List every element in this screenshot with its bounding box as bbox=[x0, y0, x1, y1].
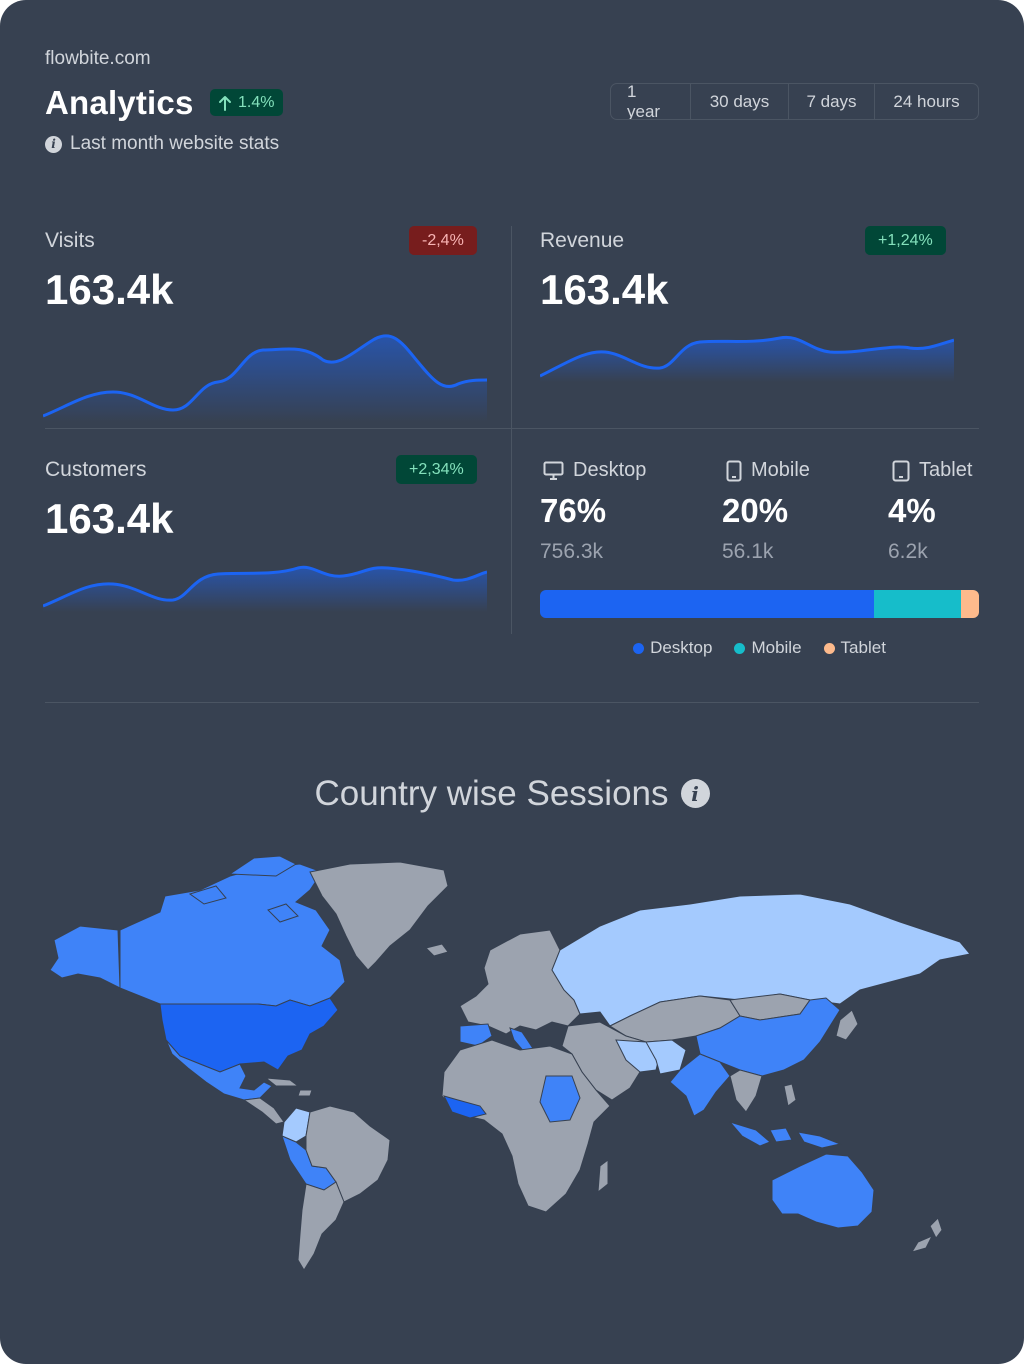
map-country-central-america[interactable] bbox=[242, 1097, 285, 1125]
revenue-value: 163.4k bbox=[540, 266, 669, 313]
tablet-label: Tablet bbox=[892, 459, 972, 482]
mobile-icon bbox=[726, 460, 742, 481]
legend-dot bbox=[734, 642, 746, 654]
map-country-alaska[interactable] bbox=[49, 925, 121, 989]
map-country-russia[interactable] bbox=[551, 893, 971, 1027]
page-title: Analytics bbox=[45, 84, 194, 121]
desktop-percent: 76% bbox=[540, 492, 607, 529]
horizontal-divider bbox=[45, 428, 979, 429]
map-country-greenland[interactable] bbox=[309, 861, 449, 971]
map-country-indonesia[interactable] bbox=[728, 1121, 842, 1149]
subtitle-text: Last month website stats bbox=[70, 133, 280, 154]
growth-badge: 1.4% bbox=[210, 89, 284, 116]
mobile-label: Mobile bbox=[726, 459, 810, 482]
range-7-days[interactable]: 7 days bbox=[789, 84, 875, 119]
customers-value: 163.4k bbox=[45, 495, 174, 542]
map-country-mexico[interactable] bbox=[165, 1039, 273, 1101]
map-country-canada[interactable] bbox=[119, 863, 346, 1007]
desktop-count: 756.3k bbox=[540, 540, 604, 563]
info-icon[interactable]: i bbox=[680, 779, 710, 809]
visits-sparkline bbox=[43, 334, 487, 422]
revenue-label: Revenue bbox=[540, 229, 625, 252]
map-country-iceland[interactable] bbox=[425, 943, 449, 957]
map-country-philippines[interactable] bbox=[783, 1083, 797, 1107]
tablet-share-segment bbox=[961, 590, 979, 618]
customers-label: Customers bbox=[45, 458, 147, 481]
range-1-year[interactable]: 1 year bbox=[611, 84, 691, 119]
range-30-days[interactable]: 30 days bbox=[691, 84, 789, 119]
vertical-divider bbox=[511, 226, 512, 634]
visits-value: 163.4k bbox=[45, 266, 174, 313]
map-country-india[interactable] bbox=[669, 1053, 731, 1117]
section-divider bbox=[45, 702, 979, 703]
revenue-change-badge: +1,24% bbox=[865, 226, 946, 255]
desktop-icon bbox=[543, 461, 564, 480]
legend-desktop: Desktop bbox=[633, 638, 712, 658]
map-title: Country wise Sessions i bbox=[0, 772, 1024, 814]
tablet-icon bbox=[892, 460, 910, 481]
range-24-hours[interactable]: 24 hours bbox=[893, 91, 960, 111]
map-country-caribbean[interactable] bbox=[264, 1077, 313, 1097]
legend-mobile: Mobile bbox=[734, 638, 802, 658]
map-country-argentina[interactable] bbox=[297, 1181, 345, 1271]
growth-value: 1.4% bbox=[238, 93, 275, 111]
subtitle: i Last month website stats bbox=[45, 133, 279, 155]
visits-change-badge: -2,4% bbox=[409, 226, 477, 255]
mobile-share-segment bbox=[873, 590, 962, 618]
map-country-madagascar[interactable] bbox=[597, 1159, 609, 1194]
map-country-japan[interactable] bbox=[835, 1009, 859, 1041]
device-share-bar bbox=[540, 590, 979, 618]
site-name: flowbite.com bbox=[45, 48, 151, 69]
revenue-sparkline bbox=[540, 335, 954, 382]
device-legend: Desktop Mobile Tablet bbox=[540, 638, 979, 658]
map-country-brazil[interactable] bbox=[305, 1105, 391, 1203]
tablet-count: 6.2k bbox=[888, 540, 928, 563]
arrow-up-icon bbox=[219, 95, 231, 111]
map-country-sudan[interactable] bbox=[539, 1075, 581, 1123]
world-map bbox=[49, 855, 971, 1271]
map-country-spain[interactable] bbox=[459, 1023, 493, 1047]
map-country-west-africa[interactable] bbox=[443, 1095, 487, 1119]
desktop-share-segment bbox=[540, 590, 874, 618]
desktop-label: Desktop bbox=[543, 459, 646, 482]
customers-sparkline bbox=[43, 565, 487, 612]
map-region-southeast-asia[interactable] bbox=[729, 1069, 763, 1113]
mobile-percent: 20% bbox=[722, 492, 789, 529]
legend-tablet: Tablet bbox=[823, 638, 886, 658]
customers-change-badge: +2,34% bbox=[396, 455, 477, 484]
legend-dot bbox=[633, 642, 645, 654]
mobile-count: 56.1k bbox=[722, 540, 774, 563]
tablet-percent: 4% bbox=[888, 492, 936, 529]
map-country-australia[interactable] bbox=[771, 1153, 875, 1229]
map-country-arctic-islands[interactable] bbox=[188, 855, 299, 923]
visits-label: Visits bbox=[45, 229, 95, 252]
map-country-new-zealand[interactable] bbox=[910, 1217, 943, 1253]
legend-dot bbox=[823, 642, 835, 654]
date-range-selector: 1 year 30 days 7 days 24 hours bbox=[610, 83, 979, 120]
map-country-china[interactable] bbox=[695, 997, 841, 1077]
info-icon: i bbox=[45, 135, 62, 153]
